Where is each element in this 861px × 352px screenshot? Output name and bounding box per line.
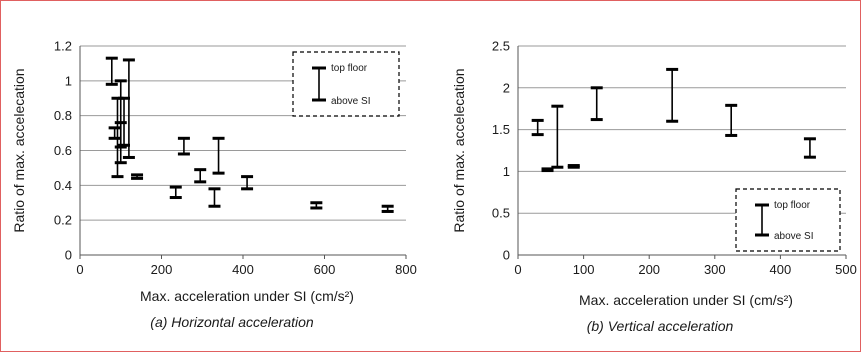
a-y-tick-label: 0 [65, 248, 72, 263]
a-x-tick-label: 800 [395, 262, 417, 277]
b-y-axis-label: Ratio of max. accelecation [451, 68, 467, 232]
b-y-tick-label: 1.5 [492, 122, 510, 137]
b-data-bar [551, 104, 564, 169]
a-data-bar [310, 201, 323, 210]
a-x-tick-label: 0 [76, 262, 83, 277]
a-data-bar [108, 126, 121, 140]
b-data-bar [666, 67, 679, 123]
a-data-bar [177, 136, 190, 156]
a-data-bar [169, 185, 182, 200]
b-x-tick-label: 200 [638, 262, 660, 277]
a-data-bar [122, 58, 135, 159]
a-y-tick-label: 1 [65, 73, 72, 88]
b-y-tick-label: 0.5 [492, 206, 510, 221]
b-y-tick-label: 1 [503, 164, 510, 179]
a-data-bar [212, 136, 225, 175]
a-legend-top-label: top floor [331, 63, 368, 74]
a-data-bar [118, 96, 131, 147]
b-legend-top-label: top floor [774, 200, 811, 211]
b-y-tick-label: 2 [503, 80, 510, 95]
b-x-tick-label: 500 [835, 262, 857, 277]
b-y-tick-label: 2.5 [492, 39, 510, 54]
a-data-bar [381, 204, 394, 213]
a-legend-box [292, 51, 400, 117]
b-data-bar [590, 86, 603, 122]
b-y-tick-label: 0 [503, 248, 510, 263]
a-data-bar [194, 168, 207, 184]
b-x-axis-label: Max. acceleration under SI (cm/s²) [579, 292, 793, 308]
a-x-tick-label: 600 [314, 262, 336, 277]
a-y-axis-label: Ratio of max. accelecation [11, 68, 27, 232]
b-x-tick-label: 0 [514, 262, 521, 277]
a-caption: (a) Horizontal acceleration [150, 314, 314, 330]
a-x-tick-label: 400 [232, 262, 254, 277]
b-data-bar [531, 118, 544, 137]
b-x-tick-label: 300 [704, 262, 726, 277]
b-legend-bottom-label: above SI [774, 231, 813, 242]
a-x-axis-label: Max. acceleration under SI (cm/s²) [140, 288, 354, 304]
a-y-tick-label: 0.2 [54, 213, 72, 228]
b-data-bar [541, 167, 554, 173]
a-data-bar [105, 56, 118, 86]
b-data-bar [725, 103, 738, 137]
b-caption: (b) Vertical acceleration [587, 318, 734, 334]
b-x-tick-label: 100 [573, 262, 595, 277]
b-legend-box [735, 188, 841, 252]
b-data-bar [803, 137, 816, 159]
a-legend-bottom-label: above SI [331, 96, 370, 107]
b-x-tick-label: 400 [770, 262, 792, 277]
a-x-tick-label: 200 [151, 262, 173, 277]
b-data-bar [567, 164, 580, 169]
a-y-tick-label: 0.6 [54, 143, 72, 158]
a-data-bar [208, 187, 221, 208]
a-data-bar [241, 175, 254, 191]
a-data-bar [131, 173, 144, 180]
a-data-bar [114, 121, 127, 149]
a-y-tick-label: 0.8 [54, 108, 72, 123]
a-y-tick-label: 0.4 [54, 178, 72, 193]
a-y-tick-label: 1.2 [54, 39, 72, 54]
